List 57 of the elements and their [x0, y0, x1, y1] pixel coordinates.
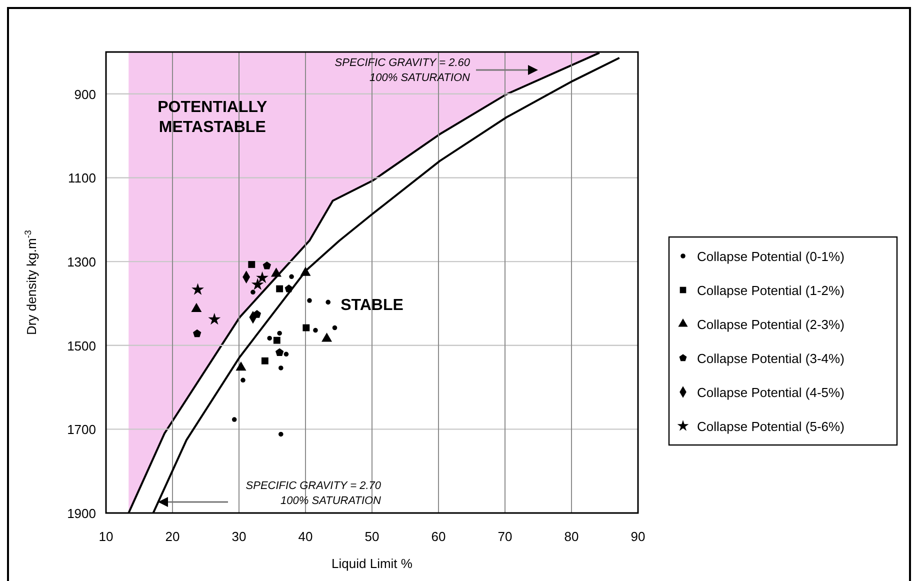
point: [248, 261, 256, 268]
point: [262, 261, 272, 270]
legend-label: Collapse Potential (1-2%): [697, 283, 844, 298]
x-axis-title: Liquid Limit %: [332, 556, 413, 571]
point: [275, 348, 284, 356]
point: [251, 278, 264, 290]
annotation: POTENTIALLY METASTABLE: [158, 98, 268, 136]
point: [307, 298, 312, 303]
point: [240, 378, 246, 383]
point: [267, 336, 272, 341]
x-tick-label: 40: [298, 529, 313, 544]
y-tick-label: 1900: [67, 506, 96, 521]
point: [232, 417, 237, 422]
point: [191, 302, 202, 312]
point: [322, 332, 332, 342]
y-tick-label: 1500: [67, 338, 96, 354]
point: [302, 324, 310, 332]
annotation: SPECIFIC GRAVITY = 2.70 100% SATURATION: [246, 480, 382, 507]
annotation: SPECIFIC GRAVITY = 2.60 100% SATURATION: [334, 57, 471, 84]
x-tick-label: 70: [498, 529, 512, 544]
point: [300, 266, 311, 276]
point: [277, 330, 282, 336]
x-tick-label: 10: [98, 529, 114, 544]
x-tick-label: 50: [364, 529, 380, 544]
legend-label: Collapse Potential (2-3%): [697, 317, 844, 332]
x-tick-label: 80: [564, 529, 579, 544]
point: [250, 290, 256, 295]
point: [276, 285, 284, 292]
y-tick-label: 1300: [67, 254, 96, 270]
x-tick-label: 30: [232, 529, 246, 544]
x-tick-label: 90: [630, 529, 646, 544]
point: [236, 361, 246, 371]
annotation: STABLE: [340, 297, 404, 314]
y-tick-label: 1100: [68, 170, 96, 186]
legend-label: Collapse Potential (4-5%): [697, 385, 844, 400]
point: [313, 328, 318, 333]
y-tick-label: 1700: [67, 422, 96, 438]
legend-label: Collapse Potential (3-4%): [697, 351, 844, 366]
x-tick-label: 60: [431, 529, 446, 544]
point: [278, 432, 284, 437]
point: [261, 357, 268, 364]
point: [192, 283, 204, 295]
point: [284, 352, 289, 357]
y-tick-label: 900: [74, 86, 96, 102]
point: [273, 336, 280, 344]
legend-label: Collapse Potential (5-6%): [697, 419, 844, 434]
point: [208, 312, 221, 325]
point: [270, 268, 282, 277]
legend-label: Collapse Potential (0-1%): [697, 249, 844, 264]
point: [278, 366, 284, 370]
x-tick-label: 20: [165, 529, 180, 544]
point: [193, 329, 202, 338]
point: [326, 300, 331, 305]
point: [289, 274, 294, 280]
point: [284, 284, 293, 292]
point: [256, 271, 268, 284]
point: [332, 325, 338, 330]
